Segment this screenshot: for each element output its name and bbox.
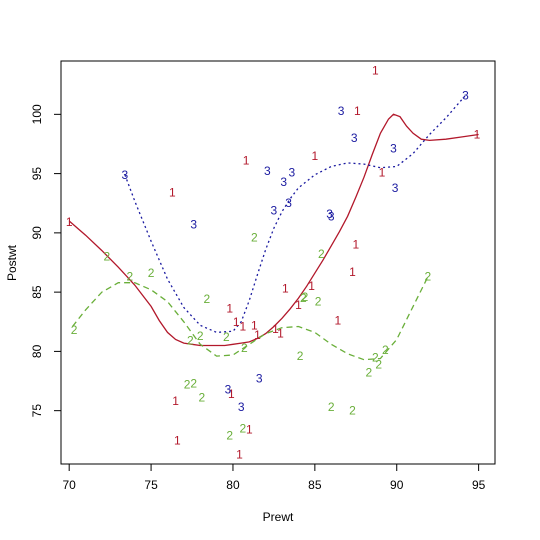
x-tick-label: 75 [144,478,158,492]
y-tick-label: 80 [30,344,44,358]
data-point-group-1: 1 [172,394,179,408]
data-point-group-2: 2 [190,376,197,390]
data-point-group-1: 1 [308,279,315,293]
data-point-group-1: 1 [239,320,246,334]
data-point-group-3: 3 [462,88,469,102]
data-point-group-2: 2 [366,366,373,380]
data-point-group-2: 2 [187,334,194,348]
data-point-group-2: 2 [328,400,335,414]
data-point-group-3: 3 [264,164,271,178]
data-point-group-2: 2 [297,349,304,363]
data-point-group-2: 2 [302,290,309,304]
data-point-group-1: 1 [354,104,361,118]
data-point-group-2: 2 [104,250,111,264]
data-point-group-1: 1 [352,238,359,252]
data-point-group-1: 1 [233,315,240,329]
data-point-group-1: 1 [228,387,235,401]
y-tick-label: 85 [30,285,44,299]
smooth-line-group-2 [71,276,429,361]
data-point-group-1: 1 [311,149,318,163]
data-point-group-1: 1 [474,128,481,142]
data-point-group-1: 1 [174,433,181,447]
data-point-group-3: 3 [392,181,399,195]
data-point-group-2: 2 [239,421,246,435]
data-point-group-3: 3 [338,104,345,118]
data-point-group-1: 1 [349,265,356,279]
data-point-group-2: 2 [226,429,233,443]
data-point-group-2: 2 [126,270,133,284]
data-point-group-2: 2 [251,231,258,245]
data-point-group-3: 3 [326,207,333,221]
data-point-group-1: 1 [169,186,176,200]
data-point-group-2: 2 [184,378,191,392]
data-point-group-2: 2 [197,329,204,343]
data-point-group-1: 1 [236,448,243,462]
y-tick-label: 95 [30,167,44,181]
x-tick-label: 70 [63,478,77,492]
data-point-group-2: 2 [375,357,382,371]
x-tick-label: 85 [308,478,322,492]
x-tick-label: 90 [390,478,404,492]
data-point-group-1: 1 [251,318,258,332]
data-point-group-3: 3 [122,168,129,182]
data-point-group-1: 1 [243,154,250,168]
data-point-group-1: 1 [226,302,233,316]
data-point-group-2: 2 [203,292,210,306]
data-point-group-1: 1 [282,282,289,296]
y-tick-label: 100 [30,104,44,124]
data-point-group-3: 3 [328,209,335,223]
data-point-group-2: 2 [241,341,248,355]
data-point-group-1: 1 [295,298,302,312]
data-point-group-3: 3 [225,382,232,396]
data-point-group-2: 2 [198,391,205,405]
data-point-group-1: 1 [379,165,386,179]
data-point-group-3: 3 [256,372,263,386]
data-point-group-1: 1 [246,423,253,437]
x-tick-label: 80 [226,478,240,492]
data-point-group-2: 2 [425,270,432,284]
data-point-group-2: 2 [148,266,155,280]
smooth-line-group-1 [68,113,479,347]
data-point-group-3: 3 [190,218,197,232]
data-point-group-3: 3 [238,400,245,414]
data-point-group-2: 2 [300,291,307,305]
data-point-group-1: 1 [66,215,73,229]
data-point-group-3: 3 [390,142,397,156]
data-point-group-1: 1 [334,314,341,328]
data-point-group-2: 2 [382,343,389,357]
x-tick-label: 95 [472,478,486,492]
smooth-line-group-3 [124,94,466,334]
data-point-group-2: 2 [315,295,322,309]
data-point-group-3: 3 [351,131,358,145]
data-point-group-3: 3 [285,196,292,210]
data-point-group-2: 2 [223,330,230,344]
data-point-group-3: 3 [280,175,287,189]
data-point-group-2: 2 [372,350,379,364]
data-point-group-1: 1 [272,322,279,336]
data-point-group-1: 1 [254,328,261,342]
y-tick-label: 75 [30,404,44,418]
x-axis-label: Prewt [263,510,294,524]
data-point-group-3: 3 [271,203,278,217]
y-axis-label: Postwt [5,244,19,281]
data-point-group-2: 2 [71,323,78,337]
y-tick-label: 90 [30,226,44,240]
data-point-group-2: 2 [349,404,356,418]
data-point-group-1: 1 [277,327,284,341]
data-point-group-3: 3 [289,165,296,179]
data-point-group-2: 2 [318,247,325,261]
plot-frame [60,60,496,465]
data-point-group-1: 1 [372,64,379,78]
